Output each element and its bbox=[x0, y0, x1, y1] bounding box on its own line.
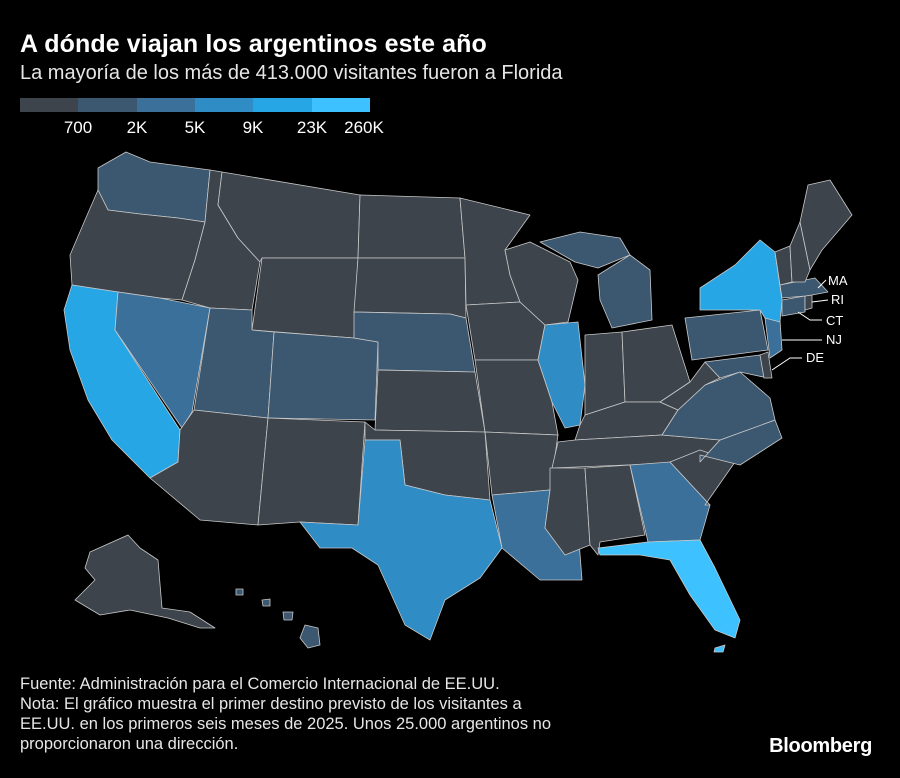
us-map: MA RI CT NJ DE bbox=[63, 151, 853, 653]
callout-label-de: DE bbox=[806, 350, 824, 365]
state-south-carolina bbox=[669, 449, 736, 506]
florida-keys bbox=[713, 644, 726, 653]
state-pennsylvania bbox=[684, 309, 769, 361]
state-arkansas bbox=[484, 431, 559, 496]
state-texas bbox=[299, 439, 503, 641]
legend-swatch-3 bbox=[194, 98, 254, 112]
callout-line-de bbox=[771, 357, 802, 371]
state-massachusetts bbox=[779, 277, 829, 299]
state-indiana bbox=[584, 331, 626, 416]
bloomberg-logo: Bloomberg bbox=[769, 735, 872, 757]
state-rhode-island bbox=[804, 294, 813, 311]
chart-subtitle: La mayoría de los más de 413.000 visitan… bbox=[20, 62, 563, 84]
state-missouri bbox=[474, 359, 559, 436]
legend-label: 260K bbox=[344, 118, 384, 137]
state-michigan bbox=[597, 254, 653, 329]
legend-swatch-2 bbox=[136, 98, 195, 112]
state-north-dakota bbox=[357, 194, 466, 259]
callout-line-ct bbox=[797, 311, 822, 321]
state-south-dakota bbox=[353, 257, 467, 319]
legend-swatch-1 bbox=[78, 98, 137, 112]
state-new-mexico bbox=[257, 417, 366, 526]
state-illinois bbox=[537, 321, 586, 429]
callout-label-nj: NJ bbox=[826, 332, 842, 347]
state-maine bbox=[799, 179, 853, 271]
state-colorado bbox=[267, 331, 379, 421]
state-hawaii-oahu bbox=[261, 598, 271, 607]
callout-label-ct: CT bbox=[826, 313, 843, 328]
state-hawaii-maui bbox=[282, 611, 294, 621]
color-legend: 700 2K 5K 9K 23K 260K bbox=[20, 98, 384, 138]
state-hawaii-kauai bbox=[235, 588, 244, 596]
note-line: Nota: El gráfico muestra el primer desti… bbox=[20, 695, 522, 713]
footer-notes: Fuente: Administración para el Comercio … bbox=[20, 674, 720, 754]
legend-label: 2K bbox=[126, 118, 148, 137]
state-delaware bbox=[759, 351, 773, 379]
state-new-hampshire bbox=[789, 221, 811, 283]
state-wyoming bbox=[251, 257, 359, 339]
legend-label: 9K bbox=[242, 118, 264, 137]
callout-label-ri: RI bbox=[831, 292, 844, 307]
state-connecticut bbox=[781, 295, 806, 317]
state-hawaii-big bbox=[299, 624, 321, 649]
legend-label: 700 bbox=[63, 118, 93, 137]
state-new-york bbox=[699, 239, 783, 323]
legend-swatch-4 bbox=[253, 98, 312, 112]
source-note: Fuente: Administración para el Comercio … bbox=[20, 675, 500, 693]
state-alaska bbox=[74, 534, 216, 629]
legend-label: 5K bbox=[184, 118, 206, 137]
note-line: EE.UU. en los primeros seis meses de 202… bbox=[20, 715, 552, 733]
callout-line-ma bbox=[817, 279, 827, 289]
state-kansas bbox=[374, 369, 486, 433]
note-line: proporcionaron una dirección. bbox=[20, 735, 239, 753]
legend-swatch-0 bbox=[20, 98, 79, 112]
state-georgia bbox=[629, 461, 711, 543]
callout-label-ma: MA bbox=[828, 273, 848, 288]
state-nevada bbox=[114, 291, 211, 429]
legend-swatch-5 bbox=[311, 98, 370, 112]
chart-title: A dónde viajan los argentinos este año bbox=[20, 30, 487, 58]
legend-bar bbox=[20, 98, 370, 112]
state-michigan-upper bbox=[539, 231, 631, 269]
state-florida bbox=[597, 539, 741, 639]
state-maryland bbox=[704, 354, 769, 379]
legend-label: 23K bbox=[296, 118, 328, 137]
state-wisconsin bbox=[504, 241, 579, 326]
callout-line-ri bbox=[811, 299, 829, 303]
